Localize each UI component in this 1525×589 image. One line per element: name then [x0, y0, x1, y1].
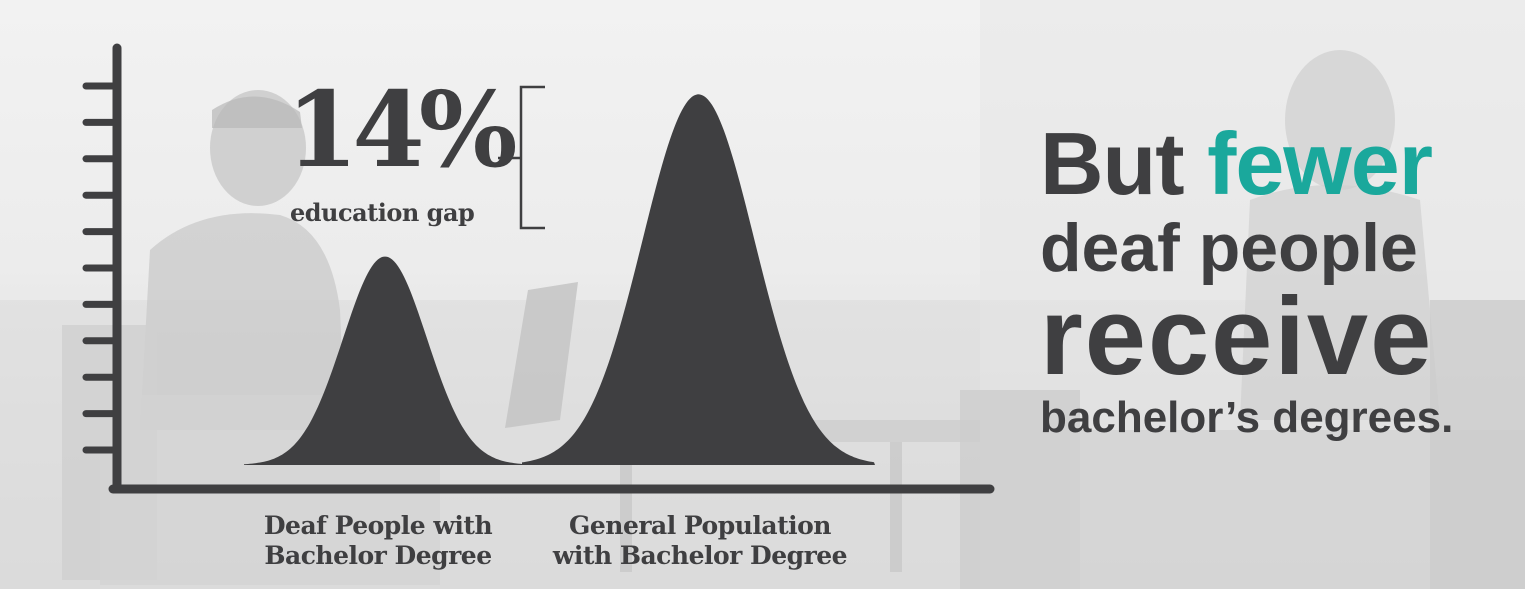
headline-line-3: receive — [1040, 275, 1434, 398]
curve-deaf-people — [244, 256, 526, 465]
category-label-deaf: Deaf People with Bachelor Degree — [263, 511, 493, 570]
headline-line-2: deaf people — [1040, 210, 1418, 286]
headline-line-4: bachelor’s degrees. — [1040, 393, 1454, 442]
category-label-general-population: General Population with Bachelor Degree — [552, 511, 848, 570]
headline: But fewer deaf people receive bachelor’s… — [1040, 118, 1510, 444]
gap-value: 14% — [286, 68, 518, 191]
y-axis-ticks — [82, 82, 121, 454]
headline-line-1: But fewer — [1040, 118, 1510, 210]
headline-plain-word: But — [1040, 114, 1185, 213]
curve-general-population — [522, 94, 875, 466]
headline-accent-word: fewer — [1207, 114, 1433, 213]
gap-bracket — [498, 85, 545, 230]
distribution-curves — [244, 94, 875, 466]
gap-caption: education gap — [290, 198, 475, 227]
